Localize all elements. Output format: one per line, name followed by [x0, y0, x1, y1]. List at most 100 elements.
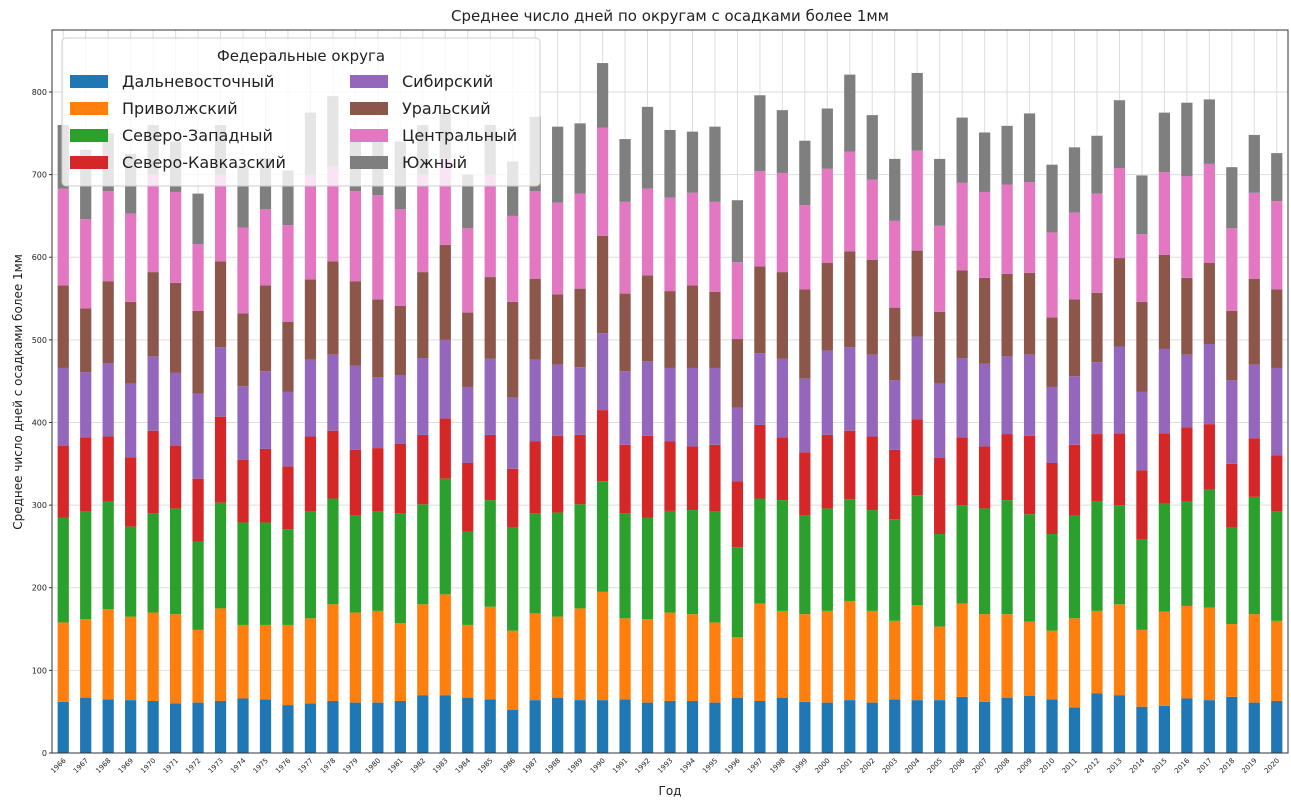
bar-segment: [799, 614, 811, 702]
bar-segment: [125, 700, 137, 753]
bar-segment: [1046, 386, 1058, 463]
bar-segment: [934, 311, 946, 384]
bar-segment: [57, 622, 69, 702]
bar-segment: [1158, 112, 1171, 173]
x-tick-label: 2002: [858, 757, 876, 775]
bar-segment: [1271, 620, 1283, 701]
bar-segment: [1136, 706, 1148, 753]
bar-segment: [799, 452, 811, 516]
bar-segment: [484, 606, 496, 700]
bar-segment: [934, 700, 946, 753]
bar-segment: [80, 219, 92, 309]
bar-segment: [214, 261, 227, 348]
bar-segment: [1001, 614, 1013, 698]
bar-segment: [821, 263, 833, 351]
bar-segment: [641, 702, 654, 753]
x-tick-label: 1995: [701, 757, 719, 775]
bar-segment: [394, 623, 406, 701]
bar-segment: [1158, 254, 1171, 349]
bar-segment: [1248, 134, 1260, 193]
bar-segment: [866, 354, 878, 437]
bar-segment: [1136, 538, 1148, 630]
bar-segment: [754, 266, 766, 354]
bar-segment: [821, 350, 833, 435]
bar-segment: [507, 710, 519, 753]
bar-segment: [596, 481, 609, 592]
bar-segment: [664, 367, 676, 442]
bar-segment: [754, 498, 766, 604]
bar-segment: [889, 699, 901, 753]
bar-segment: [102, 191, 114, 282]
bar-segment: [686, 614, 699, 701]
bar-segment: [192, 393, 204, 479]
bar-segment: [1091, 610, 1103, 694]
bar-segment: [1068, 515, 1081, 619]
bar-segment: [484, 434, 496, 501]
bar-segment: [192, 541, 204, 630]
bar-segment: [1113, 433, 1126, 506]
bar-segment: [911, 700, 923, 753]
bar-segment: [844, 251, 856, 348]
bar-segment: [1046, 317, 1058, 387]
bar-segment: [259, 624, 272, 700]
bar-segment: [776, 110, 788, 173]
bar-segment: [1271, 367, 1283, 456]
bar-segment: [462, 697, 474, 753]
legend-label: Южный: [402, 153, 467, 172]
bar-segment: [462, 386, 474, 463]
bar-segment: [1158, 503, 1171, 612]
bar-segment: [552, 126, 564, 203]
bar-segment: [439, 418, 451, 479]
bar-segment: [417, 358, 429, 435]
bar-segment: [956, 696, 968, 753]
bar-segment: [147, 272, 159, 357]
bar-segment: [102, 436, 114, 502]
bar-segment: [619, 618, 631, 700]
bar-segment: [889, 449, 901, 520]
y-tick-label: 400: [32, 418, 47, 427]
legend-label: Северо-Западный: [122, 126, 273, 145]
bar-segment: [462, 228, 474, 313]
bar-segment: [80, 697, 92, 753]
bar-segment: [821, 108, 833, 169]
bar-segment: [686, 446, 699, 511]
bar-segment: [507, 215, 519, 302]
bar-segment: [911, 495, 923, 606]
bar-segment: [641, 517, 654, 620]
bar-segment: [214, 502, 227, 609]
bar-segment: [1226, 380, 1238, 464]
bar-segment: [102, 609, 114, 700]
bar-segment: [979, 191, 991, 278]
bar-segment: [574, 504, 586, 609]
bar-segment: [304, 174, 317, 280]
bar-segment: [754, 424, 766, 499]
bar-segment: [1136, 391, 1148, 471]
bar-segment: [799, 701, 811, 753]
bar-segment: [799, 205, 811, 290]
bar-segment: [709, 201, 721, 292]
x-tick-label: 1987: [521, 757, 539, 775]
bar-segment: [529, 359, 541, 442]
x-tick-label: 1979: [342, 757, 360, 775]
bar-segment: [1113, 346, 1126, 434]
bar-segment: [192, 310, 204, 394]
bar-segment: [1158, 433, 1171, 504]
bar-segment: [821, 702, 833, 753]
bar-segment: [417, 434, 429, 505]
bar-segment: [844, 430, 856, 500]
bar-segment: [327, 354, 339, 431]
bar-segment: [844, 74, 856, 152]
bar-segment: [1091, 292, 1103, 363]
bar-segment: [1113, 100, 1126, 168]
bar-segment: [731, 407, 744, 482]
bar-segment: [1023, 354, 1036, 436]
legend-swatch: [70, 102, 108, 115]
bar-segment: [439, 695, 451, 753]
bar-segment: [1271, 511, 1283, 621]
bar-segment: [934, 158, 946, 226]
bar-segment: [1113, 695, 1126, 753]
bar-segment: [686, 131, 699, 193]
bar-segment: [844, 347, 856, 431]
bar-segment: [731, 637, 744, 698]
bar-segment: [979, 363, 991, 447]
